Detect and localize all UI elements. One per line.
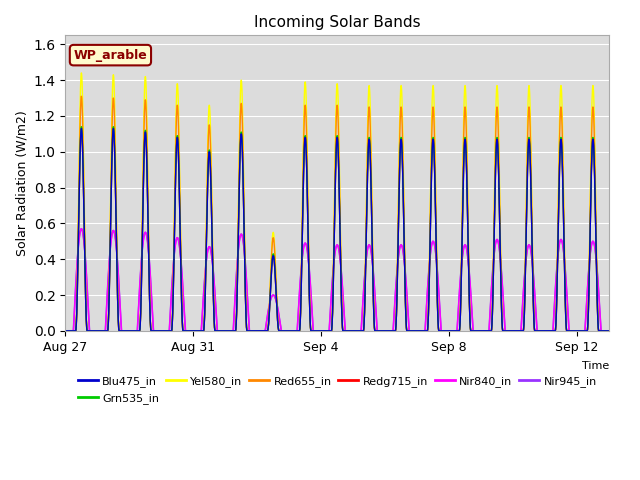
- Redg715_in: [450, 328, 458, 334]
- Line: Redg715_in: Redg715_in: [65, 130, 609, 331]
- Line: Yel580_in: Yel580_in: [65, 73, 609, 331]
- Yel580_in: [148, 328, 156, 334]
- Redg715_in: [390, 328, 397, 334]
- Nir840_in: [175, 239, 182, 244]
- Text: WP_arable: WP_arable: [74, 48, 147, 61]
- Nir945_in: [111, 233, 119, 239]
- Blu475_in: [61, 328, 69, 334]
- Blu475_in: [390, 328, 397, 334]
- Yel580_in: [390, 328, 397, 334]
- Nir945_in: [61, 328, 69, 334]
- Blu475_in: [148, 328, 156, 334]
- Nir840_in: [111, 233, 119, 239]
- Yel580_in: [111, 122, 119, 128]
- Line: Nir945_in: Nir945_in: [65, 229, 609, 331]
- Nir840_in: [450, 328, 458, 334]
- Nir945_in: [396, 247, 403, 252]
- Nir945_in: [390, 319, 397, 325]
- Blu475_in: [77, 126, 85, 132]
- Line: Blu475_in: Blu475_in: [65, 129, 609, 331]
- Red655_in: [61, 328, 69, 334]
- Red655_in: [111, 141, 119, 146]
- Nir945_in: [77, 226, 85, 232]
- Yel580_in: [396, 132, 403, 138]
- Blu475_in: [175, 164, 182, 169]
- Red655_in: [77, 93, 85, 99]
- Redg715_in: [77, 127, 85, 133]
- Blu475_in: [396, 175, 403, 181]
- Nir945_in: [148, 305, 156, 311]
- Redg715_in: [175, 164, 182, 169]
- Redg715_in: [148, 328, 156, 334]
- Grn535_in: [111, 164, 119, 169]
- Red655_in: [175, 136, 182, 142]
- Nir840_in: [390, 319, 397, 325]
- Blu475_in: [450, 328, 458, 334]
- Grn535_in: [396, 174, 403, 180]
- Grn535_in: [450, 328, 458, 334]
- Red655_in: [605, 328, 612, 334]
- Y-axis label: Solar Radiation (W/m2): Solar Radiation (W/m2): [15, 110, 28, 256]
- Nir945_in: [175, 239, 182, 244]
- Grn535_in: [605, 328, 612, 334]
- Nir945_in: [605, 328, 612, 334]
- Yel580_in: [450, 328, 458, 334]
- Red655_in: [390, 328, 397, 334]
- Blu475_in: [111, 165, 119, 171]
- Grn535_in: [61, 328, 69, 334]
- Redg715_in: [396, 175, 403, 181]
- Yel580_in: [605, 328, 612, 334]
- Nir840_in: [605, 328, 612, 334]
- Grn535_in: [390, 328, 397, 334]
- Red655_in: [450, 328, 458, 334]
- Grn535_in: [77, 124, 85, 130]
- Line: Nir840_in: Nir840_in: [65, 229, 609, 331]
- Text: Time: Time: [582, 361, 609, 372]
- Line: Grn535_in: Grn535_in: [65, 127, 609, 331]
- Redg715_in: [605, 328, 612, 334]
- Yel580_in: [77, 70, 85, 76]
- Redg715_in: [111, 167, 119, 172]
- Redg715_in: [61, 328, 69, 334]
- Line: Red655_in: Red655_in: [65, 96, 609, 331]
- Red655_in: [396, 149, 403, 155]
- Legend: Blu475_in, Grn535_in, Yel580_in, Red655_in, Redg715_in, Nir840_in, Nir945_in: Blu475_in, Grn535_in, Yel580_in, Red655_…: [73, 372, 601, 408]
- Title: Incoming Solar Bands: Incoming Solar Bands: [254, 15, 420, 30]
- Grn535_in: [175, 162, 182, 168]
- Grn535_in: [148, 328, 156, 334]
- Yel580_in: [61, 328, 69, 334]
- Blu475_in: [605, 328, 612, 334]
- Nir840_in: [396, 247, 403, 252]
- Nir945_in: [450, 328, 458, 334]
- Nir840_in: [61, 328, 69, 334]
- Yel580_in: [175, 119, 182, 124]
- Nir840_in: [77, 226, 85, 232]
- Red655_in: [148, 328, 156, 334]
- Nir840_in: [148, 305, 156, 311]
